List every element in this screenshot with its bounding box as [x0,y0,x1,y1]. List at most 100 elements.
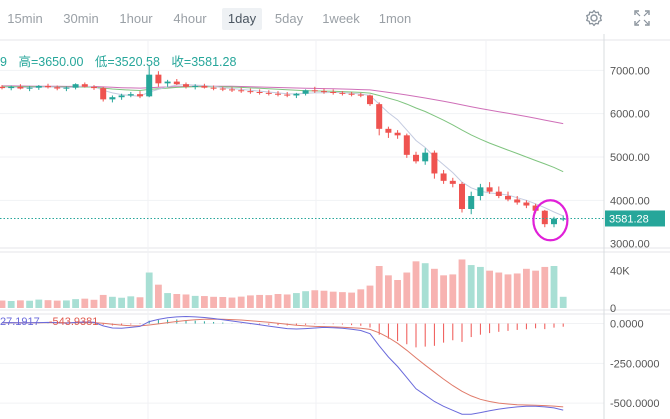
price-tick-label: 3000.00 [610,239,650,251]
volume-bar [421,263,429,308]
candle-body [45,85,51,88]
candle [311,86,318,93]
candle-body [284,94,291,96]
candle-body [440,173,447,181]
volume-bars [0,259,567,308]
price-tick-label: 4000.00 [610,195,650,207]
candle [183,82,189,89]
candle-body [192,85,199,87]
candle [348,92,355,97]
candle [495,186,502,199]
candle-body [8,86,15,89]
volume-tick-label: 0 [610,303,616,315]
macd-tick-label: 0.0000 [610,319,644,331]
legend-high: 高=3650.00 [18,55,83,69]
volume-bar [191,295,199,308]
volume-bar [541,266,549,308]
candle [367,94,373,106]
price-axis: 7000.00 6000.00 5000.00 4000.00 3000.00 3581.… [605,65,665,251]
timeframe-15min[interactable]: 15min [7,11,43,26]
gear-icon[interactable] [584,8,604,28]
candle [17,84,24,90]
candle-body [367,95,373,105]
candle-body [551,218,557,225]
volume-bar [431,268,438,308]
candle-body [321,91,327,93]
candle-body [302,90,309,94]
candle [357,92,364,98]
volume-bar [375,266,383,308]
candle-body [173,81,180,85]
volume-bar [283,294,291,308]
candle-body [459,183,465,209]
legend-close: 收=3581.28 [171,55,236,69]
candle-body [72,84,79,88]
volume-bar [145,272,153,308]
volume-bar [320,290,328,308]
candle [173,79,180,86]
volume-bar [81,298,89,308]
timeframe-1day[interactable]: 1day [222,8,262,30]
timeframe-5day[interactable]: 5day [274,11,304,26]
timeframe-30min[interactable]: 30min [63,11,99,26]
legend-close-label: 收= [171,55,192,69]
macd-line [1,315,564,415]
volume-bar [458,259,466,308]
candle-body [293,93,300,96]
candle-body [468,196,475,209]
volume-bar [127,296,135,308]
timeframe-1hour[interactable]: 1hour [119,11,153,26]
candle-body [275,93,281,95]
volume-bar [403,272,411,308]
candle-body [449,180,456,184]
candle [459,182,465,213]
candle [137,91,143,99]
volume-bar [385,275,392,308]
candle [449,177,456,188]
candle [8,85,15,91]
macd-tick-label: -500.0000 [610,398,660,410]
volume-bar [394,280,401,308]
candle [219,86,226,92]
volume-bar [357,289,365,308]
candle [330,89,337,95]
volume-bar [136,297,144,308]
candle [81,82,88,88]
candle [560,215,567,222]
legend-low-value: 3520.58 [114,55,160,69]
candle [54,85,61,91]
volume-bar [0,300,6,308]
candle-body [63,87,70,89]
current-price-tag [605,210,665,227]
candle-body [523,202,530,206]
signal-value: -543.9381 [48,316,99,328]
candle-body [505,196,511,200]
candle [247,88,254,94]
candle-body [81,84,88,87]
macd-tick-label: -250.0000 [610,358,660,370]
candle-body [118,95,125,98]
volume-bar [44,300,52,308]
toolbar: 15min 30min 1hour 4hour 1day 5day 1week … [0,0,670,34]
candle [229,87,235,92]
candle-body [560,218,567,220]
price-tick-label: 7000.00 [610,65,650,77]
candle [201,83,208,89]
fullscreen-icon[interactable] [632,8,652,28]
volume-bar [302,291,309,308]
candle [45,83,51,89]
volume-bar [99,294,107,308]
timeframe-1mon[interactable]: 1mon [378,11,412,26]
macd-axis: 0.0000 -250.0000 -500.0000 [610,319,660,411]
timeframe-1week[interactable]: 1week [322,11,360,26]
volume-bar [311,290,319,308]
candle-body [54,87,61,89]
candle-body [514,199,521,203]
candle-body [210,87,217,89]
candle [440,170,447,184]
volume-bar [348,292,355,308]
candle [265,90,272,96]
timeframe-4hour[interactable]: 4hour [173,11,207,26]
candle [238,87,245,93]
